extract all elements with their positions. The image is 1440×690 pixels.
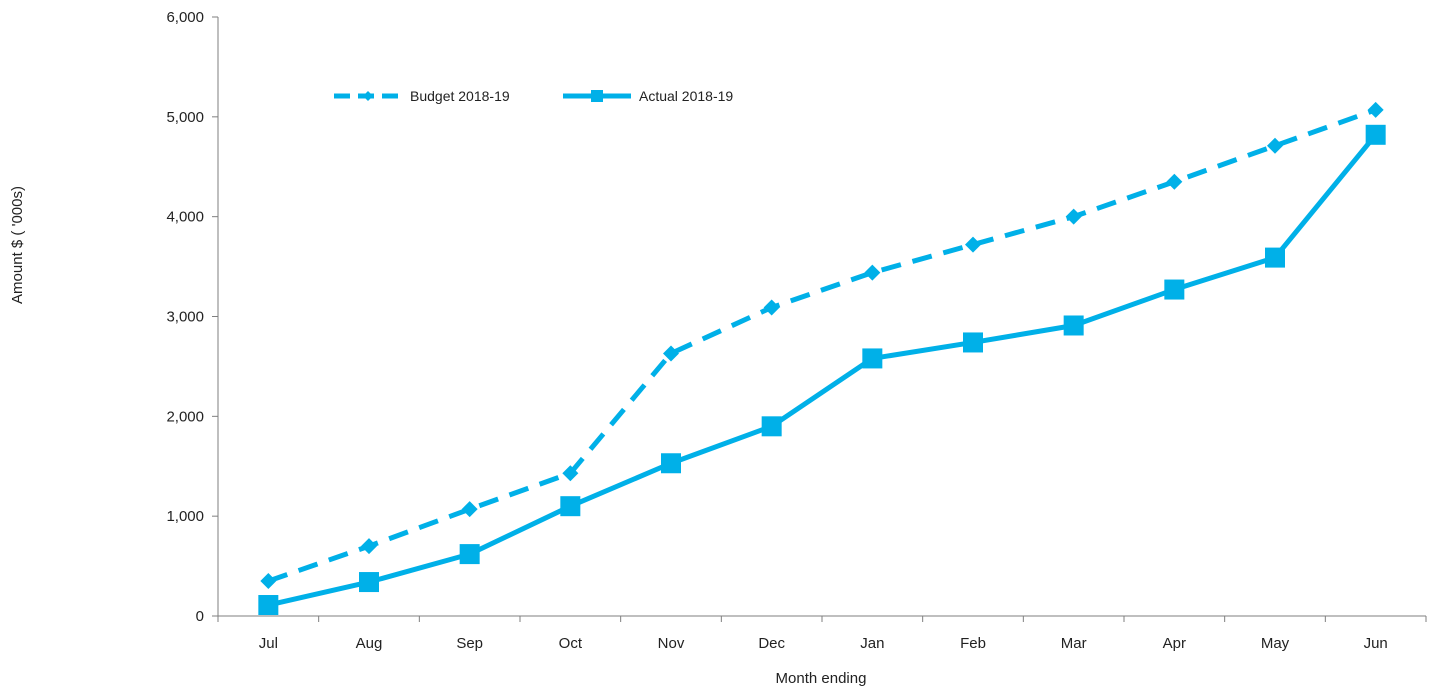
- x-tick-label: Oct: [559, 635, 583, 652]
- x-tick-label: Dec: [758, 635, 785, 652]
- budget-data-point: [864, 264, 881, 281]
- budget-data-point: [1267, 137, 1283, 154]
- actual-data-point: [459, 544, 480, 565]
- actual-data-point: [761, 416, 782, 437]
- y-tick-label: 2,000: [166, 408, 204, 425]
- actual-data-point: [1265, 247, 1285, 268]
- actual-data-point: [258, 595, 279, 616]
- budget-data-point: [763, 299, 780, 316]
- actual-data-point: [661, 453, 681, 474]
- budget-data-point: [562, 465, 579, 482]
- budget-data-point: [1367, 101, 1384, 118]
- x-tick-label: Jul: [259, 635, 278, 652]
- y-tick-label: 3,000: [166, 309, 204, 326]
- x-tick-label: Feb: [960, 635, 986, 652]
- budget-data-point: [361, 538, 377, 555]
- legend-label: Budget 2018-19: [410, 88, 510, 104]
- x-tick-label: Jun: [1364, 635, 1388, 652]
- actual-data-point: [1063, 315, 1084, 336]
- x-tick-label: May: [1261, 635, 1290, 652]
- actual-data-point: [359, 572, 379, 593]
- x-tick-label: Aug: [356, 635, 383, 652]
- y-tick-label: 4,000: [166, 209, 204, 226]
- chart-axes: 0 1,000 2,000 3,000 4,000 5,000 6,000 Jul Aug Sep…: [166, 9, 1427, 652]
- legend-label: Actual 2018-19: [639, 88, 733, 104]
- legend-swatch-marker: [591, 90, 603, 102]
- x-tick-label: Sep: [456, 635, 483, 652]
- budget-data-point: [1166, 173, 1183, 190]
- chart-series: [258, 101, 1386, 616]
- x-axis-title: Month ending: [776, 670, 867, 687]
- budget-data-point: [1065, 208, 1082, 225]
- actual-series-line: [267, 133, 1378, 608]
- actual-data-point: [963, 332, 983, 353]
- budget-data-point: [461, 501, 478, 518]
- y-tick-label: 6,000: [166, 9, 204, 26]
- actual-data-point: [560, 496, 581, 517]
- x-tick-label: Apr: [1163, 635, 1186, 652]
- budget-series-line: [267, 107, 1377, 584]
- actual-data-point: [862, 348, 883, 369]
- x-tick-label: Nov: [658, 635, 685, 652]
- x-tick-label: Jan: [860, 635, 884, 652]
- y-tick-label: 5,000: [166, 109, 204, 126]
- budget-data-point: [965, 236, 981, 253]
- chart-legend: Budget 2018-19 Actual 2018-19: [334, 88, 733, 104]
- budget-data-point: [260, 573, 277, 590]
- budget-data-point: [663, 345, 679, 362]
- actual-data-point: [1365, 124, 1386, 145]
- x-tick-label: Mar: [1061, 635, 1087, 652]
- y-tick-label: 0: [196, 608, 204, 625]
- y-tick-label: 1,000: [166, 508, 204, 525]
- actual-data-point: [1164, 279, 1185, 300]
- y-axis-title: Amount $ ( '000s): [9, 186, 26, 304]
- legend-swatch-marker: [363, 91, 373, 101]
